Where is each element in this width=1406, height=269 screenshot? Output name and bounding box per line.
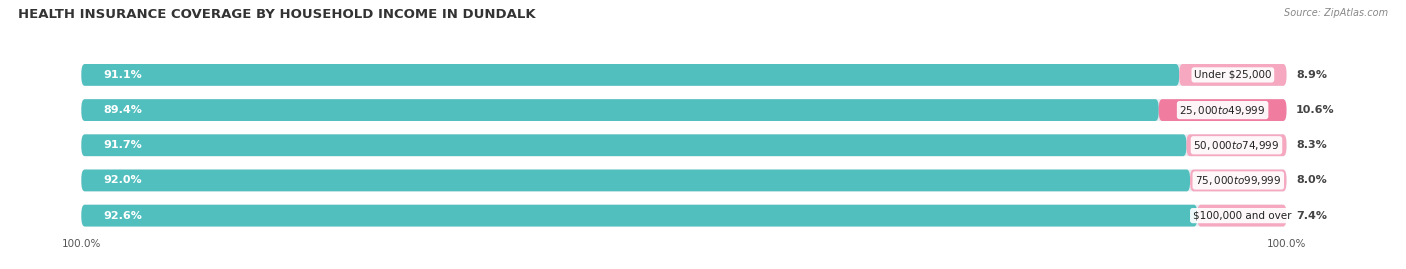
Text: Source: ZipAtlas.com: Source: ZipAtlas.com [1284, 8, 1388, 18]
FancyBboxPatch shape [82, 169, 1189, 191]
Text: 8.0%: 8.0% [1296, 175, 1327, 185]
FancyBboxPatch shape [1159, 99, 1286, 121]
Text: 8.3%: 8.3% [1296, 140, 1327, 150]
Text: 8.9%: 8.9% [1296, 70, 1327, 80]
FancyBboxPatch shape [1180, 64, 1286, 86]
Text: Under $25,000: Under $25,000 [1194, 70, 1271, 80]
Text: 91.7%: 91.7% [103, 140, 142, 150]
Text: 92.6%: 92.6% [103, 211, 142, 221]
Text: 89.4%: 89.4% [103, 105, 142, 115]
FancyBboxPatch shape [1198, 205, 1286, 226]
FancyBboxPatch shape [82, 64, 1286, 86]
Text: $75,000 to $99,999: $75,000 to $99,999 [1195, 174, 1281, 187]
FancyBboxPatch shape [82, 64, 1180, 86]
Text: $50,000 to $74,999: $50,000 to $74,999 [1194, 139, 1279, 152]
Text: 91.1%: 91.1% [103, 70, 142, 80]
Text: 10.6%: 10.6% [1296, 105, 1334, 115]
Text: 7.4%: 7.4% [1296, 211, 1327, 221]
FancyBboxPatch shape [82, 99, 1159, 121]
FancyBboxPatch shape [82, 205, 1198, 226]
Text: $100,000 and over: $100,000 and over [1192, 211, 1291, 221]
FancyBboxPatch shape [82, 99, 1286, 121]
Text: $25,000 to $49,999: $25,000 to $49,999 [1180, 104, 1265, 116]
FancyBboxPatch shape [82, 205, 1286, 226]
Text: HEALTH INSURANCE COVERAGE BY HOUSEHOLD INCOME IN DUNDALK: HEALTH INSURANCE COVERAGE BY HOUSEHOLD I… [18, 8, 536, 21]
FancyBboxPatch shape [82, 169, 1286, 191]
FancyBboxPatch shape [1187, 134, 1286, 156]
FancyBboxPatch shape [82, 134, 1187, 156]
Text: 92.0%: 92.0% [103, 175, 142, 185]
FancyBboxPatch shape [1189, 169, 1286, 191]
FancyBboxPatch shape [82, 134, 1286, 156]
